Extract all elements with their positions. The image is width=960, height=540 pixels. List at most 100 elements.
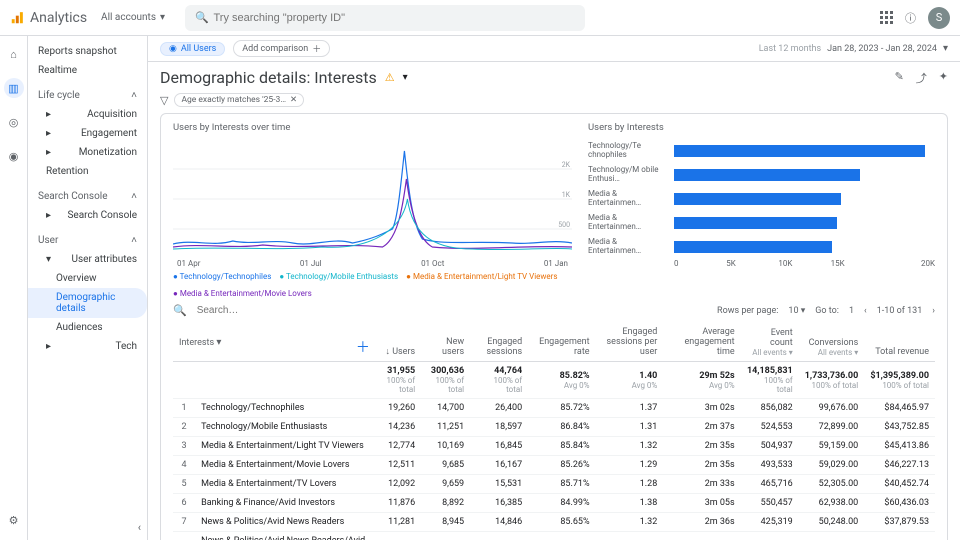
rail-explore-icon[interactable]: ◎ — [4, 112, 24, 132]
rail-advertising-icon[interactable]: ◉ — [4, 146, 24, 166]
sidebar-tech[interactable]: ▸ Tech — [28, 337, 147, 356]
row-engaged: 16,167 — [470, 456, 528, 475]
col-new-users[interactable]: New users — [421, 323, 470, 362]
row-rate: 84.99% — [528, 494, 595, 513]
sidebar-user-attributes[interactable]: ▾ User attributes — [28, 250, 147, 269]
table-search-input[interactable] — [195, 304, 709, 317]
rows-per-page-select[interactable]: 10 ▾ — [788, 306, 805, 316]
table-row[interactable]: 5Media & Entertainment/TV Lovers12,0929,… — [173, 475, 935, 494]
row-index: 3 — [173, 437, 195, 456]
row-time: 3m 05s — [663, 494, 740, 513]
legend-item[interactable]: Technology/Mobile Enthusiasts — [279, 272, 398, 281]
page-title: Demographic details: Interests — [160, 68, 377, 87]
row-interest: Banking & Finance/Avid Investors — [195, 494, 376, 513]
bar — [674, 145, 925, 157]
add-comparison-button[interactable]: Add comparison ＋ — [233, 40, 330, 57]
global-search[interactable]: 🔍 — [185, 5, 585, 31]
row-index: 1 — [173, 399, 195, 418]
row-users: 11,281 — [376, 513, 421, 532]
row-new-users: 8,892 — [421, 494, 470, 513]
chevron-up-icon: ˄ — [131, 90, 137, 101]
chevron-down-icon: ▾ — [943, 43, 948, 54]
page-prev-icon[interactable]: ‹ — [864, 306, 867, 316]
warning-icon[interactable]: ⚠ — [385, 71, 395, 84]
table-row[interactable]: 3Media & Entertainment/Light TV Viewers1… — [173, 437, 935, 456]
sidebar-demographic-details[interactable]: Demographic details — [28, 288, 147, 318]
row-revenue: $37,879.53 — [864, 513, 935, 532]
sidebar-collapse-icon[interactable]: ‹ — [138, 521, 141, 534]
filter-icon: ▽ — [160, 94, 168, 107]
bar-chart-panel: Users by Interests Technology/Te chnophi… — [588, 122, 935, 298]
plus-icon: ＋ — [312, 42, 321, 55]
legend-item[interactable]: Media & Entertainment/Movie Lovers — [173, 289, 312, 298]
sidebar-retention[interactable]: Retention — [28, 162, 147, 181]
row-engaged: 18,597 — [470, 418, 528, 437]
report-card: Users by Interests over time 2K 1K 500 — [160, 113, 948, 540]
top-right-controls: ⓘ S — [880, 7, 950, 29]
col-event-count[interactable]: Event countAll events ▾ — [741, 323, 799, 362]
title-dropdown-icon[interactable]: ▾ — [403, 72, 408, 83]
row-revenue: $46,227.13 — [864, 456, 935, 475]
sidebar-searchconsole-header[interactable]: Search Console˄ — [28, 187, 147, 206]
date-range-picker[interactable]: Last 12 months Jan 28, 2023 - Jan 28, 20… — [759, 43, 948, 54]
close-icon[interactable]: ✕ — [290, 95, 297, 105]
legend-item[interactable]: Media & Entertainment/Light TV Viewers — [406, 272, 557, 281]
sidebar-realtime[interactable]: Realtime — [28, 61, 147, 80]
row-per-user: 1.28 — [596, 475, 664, 494]
col-engagement-rate[interactable]: Engagement rate — [528, 323, 595, 362]
svg-text:2K: 2K — [562, 161, 571, 169]
table-row[interactable]: 4Media & Entertainment/Movie Lovers12,51… — [173, 456, 935, 475]
add-dimension-icon[interactable]: ＋ — [356, 337, 370, 357]
row-interest: News & Politics/Avid News Readers/Avid B… — [195, 532, 376, 540]
row-new-users: 10,169 — [421, 437, 470, 456]
help-icon[interactable]: ⓘ — [905, 10, 916, 26]
goto-page-input[interactable]: 1 — [849, 306, 854, 316]
bar — [674, 193, 841, 205]
global-search-input[interactable] — [211, 11, 575, 25]
row-time: 3m 02s — [663, 399, 740, 418]
row-new-users: 7,457 — [421, 532, 470, 540]
table-row[interactable]: 6Banking & Finance/Avid Investors11,8768… — [173, 494, 935, 513]
row-users: 12,511 — [376, 456, 421, 475]
rail-admin-icon[interactable]: ⚙ — [4, 510, 24, 530]
share-icon[interactable]: ⤴ — [916, 70, 927, 86]
customize-report-icon[interactable]: ✎ — [895, 70, 904, 86]
col-sessions-per-user[interactable]: Engaged sessions per user — [596, 323, 664, 362]
segment-all-users[interactable]: ◉All Users — [160, 42, 225, 56]
account-avatar[interactable]: S — [928, 7, 950, 29]
sidebar-acquisition[interactable]: ▸ Acquisition — [28, 105, 147, 124]
account-selector[interactable]: All accounts ▾ — [101, 12, 165, 23]
col-avg-time[interactable]: Average engagement time — [663, 323, 740, 362]
col-engaged-sessions[interactable]: Engaged sessions — [470, 323, 528, 362]
col-conversions[interactable]: ConversionsAll events ▾ — [799, 323, 865, 362]
sidebar-user-header[interactable]: User˄ — [28, 231, 147, 250]
legend-item[interactable]: Technology/Technophiles — [173, 272, 271, 281]
row-per-user: 1.29 — [596, 456, 664, 475]
row-rate: 85.08% — [528, 532, 595, 540]
table-row[interactable]: 8News & Politics/Avid News Readers/Avid … — [173, 532, 935, 540]
table-row[interactable]: 2Technology/Mobile Enthusiasts14,23611,2… — [173, 418, 935, 437]
sidebar-reports-snapshot[interactable]: Reports snapshot — [28, 42, 147, 61]
filter-chip-age[interactable]: Age exactly matches '25-3… ✕ — [174, 93, 304, 107]
apps-icon[interactable] — [880, 11, 893, 24]
table-row[interactable]: 1Technology/Technophiles19,26014,70026,4… — [173, 399, 935, 418]
insights-icon[interactable]: ✦ — [939, 70, 948, 86]
row-index: 5 — [173, 475, 195, 494]
sidebar-lifecycle-header[interactable]: Life cycle˄ — [28, 86, 147, 105]
sidebar-monetization[interactable]: ▸ Monetization — [28, 143, 147, 162]
col-interests[interactable]: Interests ▾ ＋ — [173, 323, 376, 362]
sidebar-searchconsole[interactable]: ▸ Search Console — [28, 206, 147, 225]
bar — [674, 217, 837, 229]
table-row[interactable]: 7News & Politics/Avid News Readers11,281… — [173, 513, 935, 532]
rail-reports-icon[interactable]: ▥ — [4, 78, 24, 98]
sidebar-overview[interactable]: Overview — [28, 269, 147, 288]
rail-home-icon[interactable]: ⌂ — [4, 44, 24, 64]
col-revenue[interactable]: Total revenue — [864, 323, 935, 362]
bar-row: Media & Entertainmen… — [588, 190, 935, 208]
page-next-icon[interactable]: › — [932, 306, 935, 316]
col-users[interactable]: ↓ Users — [376, 323, 421, 362]
product-name: Analytics — [30, 10, 87, 26]
sidebar-audiences[interactable]: Audiences — [28, 318, 147, 337]
sidebar-engagement[interactable]: ▸ Engagement — [28, 124, 147, 143]
row-new-users: 9,685 — [421, 456, 470, 475]
